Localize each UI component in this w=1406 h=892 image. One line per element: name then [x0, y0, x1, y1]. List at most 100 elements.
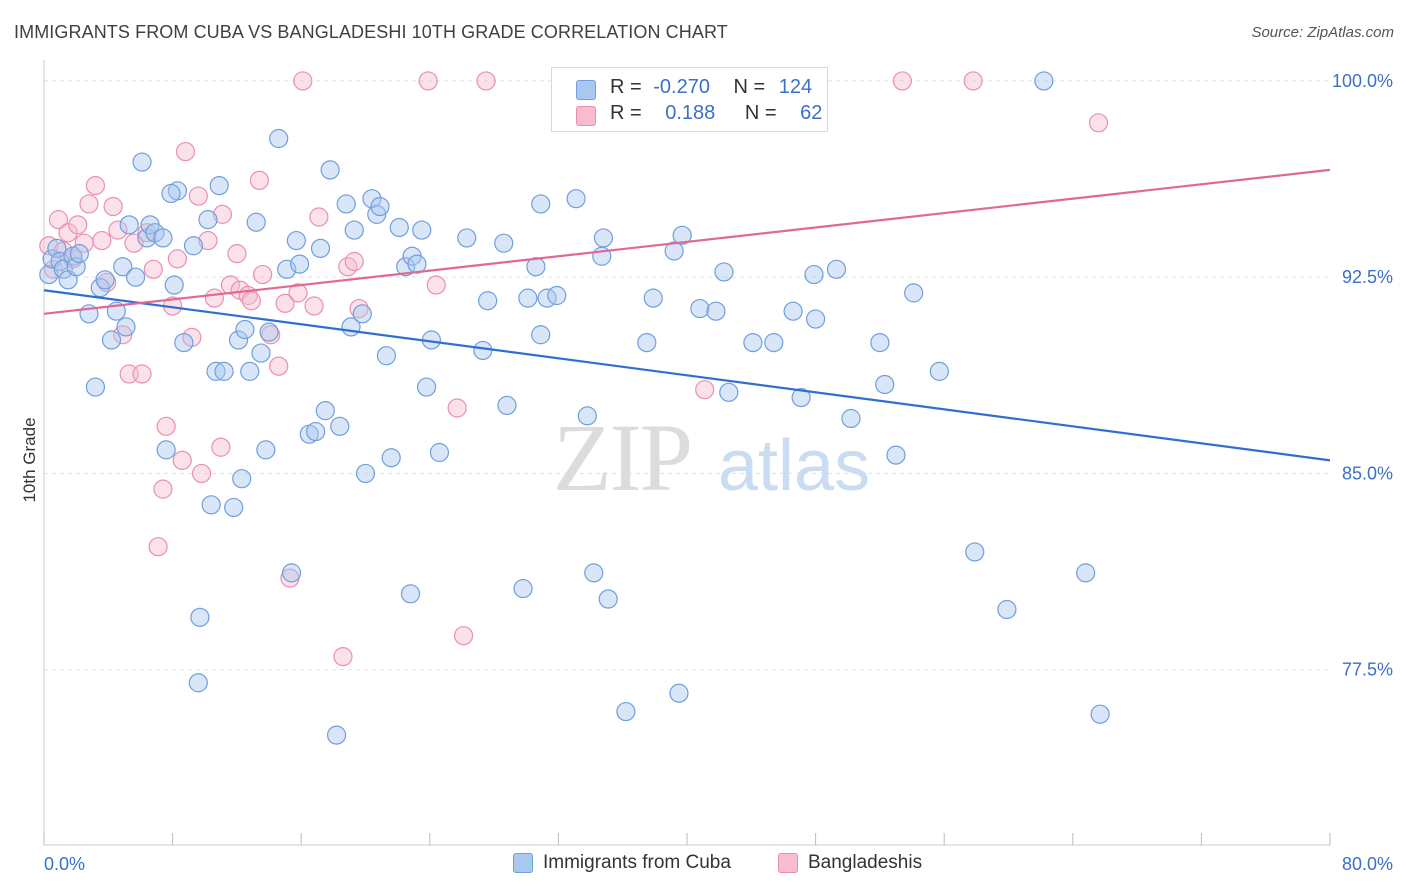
bangladeshi-point [68, 215, 88, 235]
cuba-point [240, 361, 260, 381]
cuba-point [344, 220, 364, 240]
bangladeshi-point [198, 230, 218, 251]
bangladeshi-point [426, 275, 446, 295]
cuba-point [518, 288, 538, 308]
cuba-point [965, 542, 985, 562]
bangladeshi-point [167, 249, 188, 269]
cuba-point [841, 408, 861, 429]
bangladeshi-point [191, 463, 212, 484]
y-tick-label: 92.5% [1342, 267, 1393, 287]
axes [43, 60, 1331, 846]
bangladeshi-point [172, 450, 192, 470]
cuba-point [198, 210, 218, 230]
cuba-point [547, 285, 567, 306]
y-axis-label: 10th Grade [20, 417, 39, 502]
cuba-point [494, 233, 514, 253]
bangladeshi-point [212, 204, 233, 224]
source-label: Source: ZipAtlas.com [1251, 24, 1394, 41]
bangladeshi-point [153, 479, 173, 499]
bangladeshi-point [48, 210, 69, 230]
bangladeshi-point [79, 194, 99, 214]
bangladeshi-point [349, 298, 369, 319]
bangladeshi-point [333, 646, 353, 667]
cuba-point [256, 440, 276, 460]
series-cuba-points [39, 71, 1110, 745]
cuba-point [224, 497, 244, 518]
cuba-point [277, 259, 297, 279]
legend-n-value-cuba: 124 [778, 76, 813, 98]
cuba-point [886, 445, 906, 465]
cuba-point [69, 244, 89, 264]
cuba-point [119, 215, 139, 235]
cuba-point [101, 330, 122, 350]
correlation-legend: R = -0.270 N = 124 R = 0.188 N = 62 [551, 67, 828, 132]
cuba-point [457, 228, 477, 248]
x-tick-label-max: 80.0% [1342, 854, 1393, 874]
y-tick-label: 100.0% [1332, 71, 1393, 91]
legend-r-label: R = [610, 102, 642, 124]
bangladeshi-point [338, 257, 358, 277]
bangladeshi-point [156, 416, 176, 436]
cuba-point [531, 325, 551, 345]
cuba-point [164, 275, 184, 295]
cuba-point [593, 228, 614, 248]
bangladeshi-point [275, 293, 295, 313]
legend-swatch-bangladeshis [576, 106, 596, 126]
cuba-point [478, 291, 498, 311]
cuba-point [1034, 71, 1054, 91]
cuba-point [336, 194, 356, 214]
cuba-point [201, 495, 221, 515]
bangladeshi-point [695, 380, 715, 400]
bangladeshi-point [288, 283, 308, 303]
cuba-point [206, 361, 226, 381]
cuba-point [232, 469, 252, 489]
legend-r-value-bangladeshis: 0.188 [665, 102, 716, 124]
cuba-point [156, 440, 176, 460]
bottom-legend-swatch-bangladeshis [778, 853, 798, 873]
cuba-point [269, 128, 289, 149]
cuba-point [153, 228, 173, 248]
cuba-point [326, 725, 347, 745]
cuba-point [497, 395, 517, 415]
cuba-point [246, 212, 266, 232]
cuba-point [126, 267, 146, 287]
bangladeshi-point [253, 264, 273, 285]
cuba-point [706, 301, 726, 321]
bangladeshi-point [344, 251, 364, 272]
cuba-point [113, 257, 133, 277]
bottom-legend-swatch-cuba [513, 853, 533, 873]
cuba-point [315, 401, 335, 421]
cuba-point [286, 230, 306, 251]
cuba-point [616, 701, 636, 722]
cuba-point [804, 264, 824, 285]
cuba-point [174, 333, 194, 353]
bangladeshi-point [418, 71, 438, 91]
bangladeshi-point [963, 71, 983, 91]
bangladeshi-point [108, 220, 128, 240]
cuba-point [743, 333, 763, 353]
cuba-point [320, 160, 340, 180]
trend-line-bangladeshis [43, 168, 1331, 315]
cuba-point [929, 361, 949, 381]
cuba-point [161, 183, 181, 204]
bottom-legend-label-cuba: Immigrants from Cuba [543, 852, 731, 873]
legend-n-value-bangladeshis: 62 [800, 102, 823, 124]
bangladeshi-point [175, 141, 196, 162]
cuba-point [1090, 704, 1110, 724]
trend-lines [43, 168, 1331, 462]
bangladeshi-point [447, 398, 467, 418]
bangladeshi-point [241, 291, 261, 311]
bangladeshi-point [85, 176, 106, 196]
cuba-point [664, 241, 684, 261]
cuba-point [643, 288, 663, 308]
cuba-point [412, 220, 432, 240]
bangladeshi-point [293, 71, 313, 91]
cuba-point [85, 377, 106, 397]
cuba-point [875, 374, 895, 395]
cuba-point [289, 254, 310, 274]
legend-n-label: N = [733, 76, 766, 98]
cuba-point [376, 346, 396, 366]
bangladeshi-point [103, 196, 123, 217]
cuba-point [310, 238, 331, 258]
